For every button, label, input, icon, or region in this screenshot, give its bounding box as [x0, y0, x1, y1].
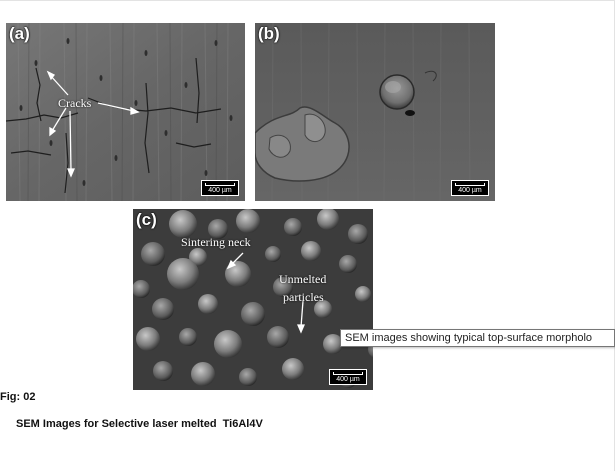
sem-image-b-graphic [255, 23, 495, 201]
sintering-neck-annotation: Sintering neck [181, 235, 251, 249]
scale-bar-label: 400 µm [208, 187, 232, 194]
panel-a-label: (a) [9, 24, 30, 43]
scale-bar-label: 400 µm [458, 187, 482, 194]
scale-bar-label: 400 µm [336, 376, 360, 383]
figure-caption: SEM Images for Selective laser melted Ti… [16, 418, 263, 430]
scale-bar-ticks [333, 372, 363, 375]
scale-bar-ticks [205, 183, 235, 186]
scale-bar-b: 400 µm [451, 180, 489, 196]
sem-image-panel-c: (c) Sintering neck Unmelted particles 40… [133, 209, 373, 390]
figure-number: Fig: 02 [0, 391, 36, 403]
sem-image-panel-b: (b) 400 µm [255, 23, 495, 201]
image-alt-tooltip: SEM images showing typical top-surface m… [340, 329, 615, 347]
sem-image-panel-a: (a) Cracks 400 µm [6, 23, 245, 201]
scale-bar-ticks [455, 183, 485, 186]
scale-bar-a: 400 µm [201, 180, 239, 196]
sem-image-c-graphic [133, 209, 373, 390]
unmelted-annotation: Unmelted [279, 272, 327, 286]
scale-bar-c: 400 µm [329, 369, 367, 385]
panel-b-label: (b) [258, 24, 280, 43]
panel-c-label: (c) [136, 210, 157, 229]
sem-image-a-graphic [6, 23, 245, 201]
cracks-annotation: Cracks [58, 96, 92, 110]
particles-annotation: particles [283, 290, 324, 304]
